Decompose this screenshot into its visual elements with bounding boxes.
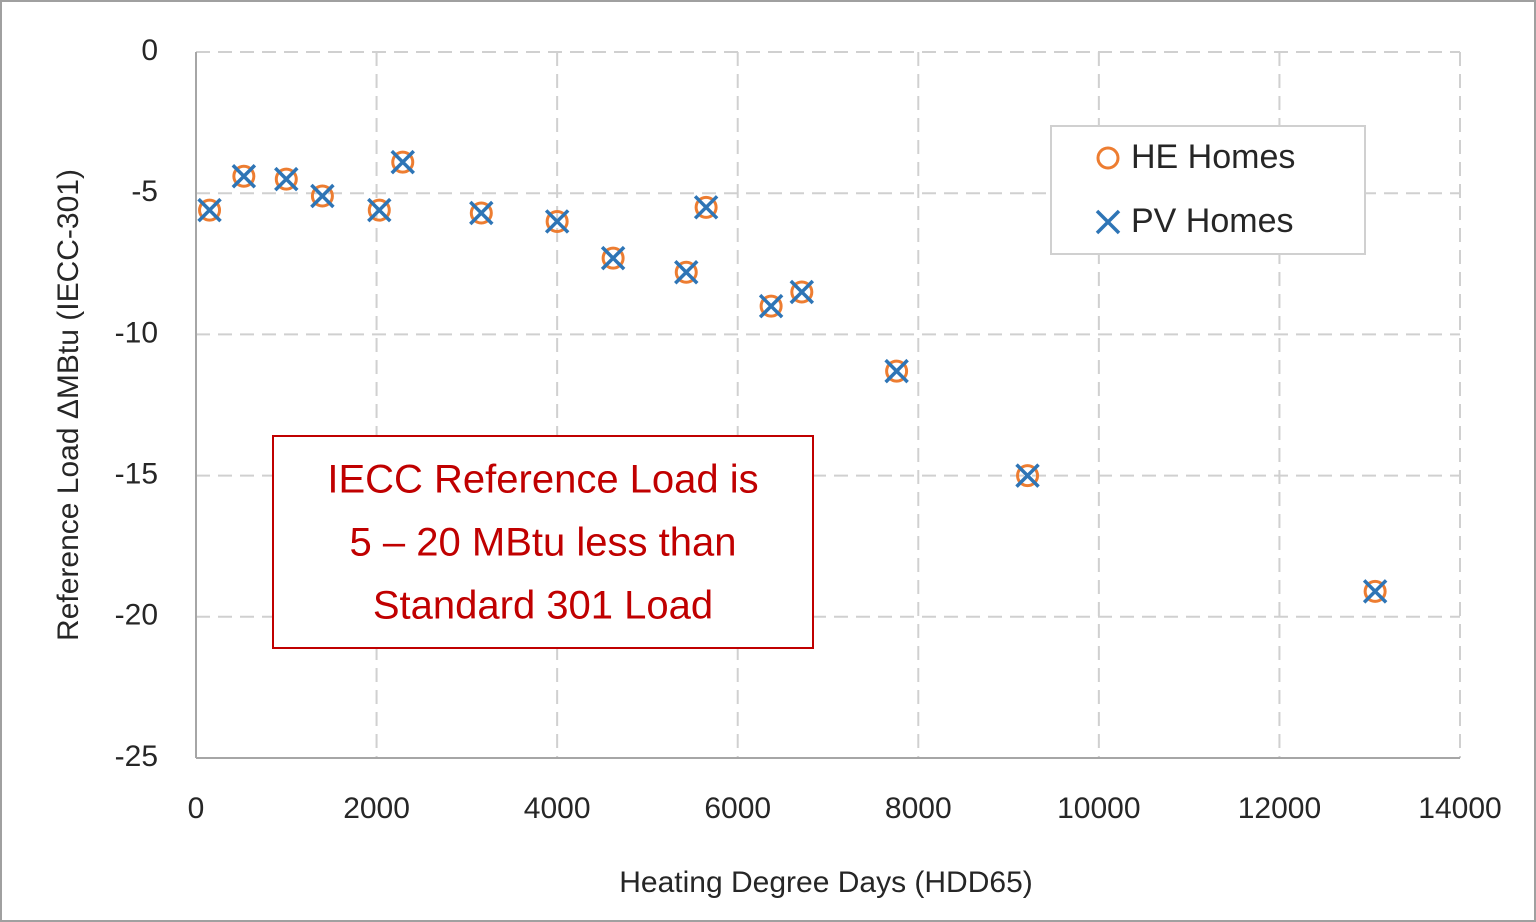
- marker-circle: [469, 201, 493, 225]
- marker-x: [231, 164, 257, 189]
- x-tick-label: 8000: [885, 792, 952, 825]
- annotation-text: IECC Reference Load is: [327, 458, 758, 502]
- marker-x: [310, 183, 335, 209]
- annotation-text: 5 – 20 MBtu less than: [350, 521, 737, 565]
- marker-x: [884, 358, 909, 384]
- marker-circle: [759, 294, 783, 318]
- marker-x: [1095, 209, 1121, 235]
- marker-x: [693, 195, 719, 220]
- marker-x: [758, 293, 784, 319]
- y-axis-title: Reference Load ΔMBtu (IECC-301): [52, 169, 85, 641]
- marker-circle: [274, 167, 298, 191]
- x-tick-label: 0: [188, 792, 205, 825]
- x-axis-title: Heating Degree Days (HDD65): [619, 866, 1033, 899]
- marker-x: [367, 197, 392, 223]
- x-tick-label: 2000: [343, 792, 410, 825]
- y-tick-label: 0: [141, 34, 158, 67]
- y-tick-label: -20: [115, 599, 158, 632]
- y-tick-label: -25: [115, 740, 158, 773]
- x-tick-label: 10000: [1057, 792, 1140, 825]
- marker-x: [674, 260, 699, 285]
- y-tick-label: -15: [115, 458, 158, 491]
- marker-circle: [885, 359, 909, 383]
- marker-x: [789, 279, 815, 305]
- marker-circle: [790, 280, 814, 304]
- x-tick-label: 4000: [524, 792, 591, 825]
- marker-circle: [232, 164, 256, 188]
- marker-x: [390, 149, 415, 175]
- marker-circle: [694, 195, 718, 219]
- x-tick-label: 6000: [704, 792, 771, 825]
- marker-circle: [1096, 146, 1120, 170]
- marker-x: [1015, 463, 1040, 488]
- marker-circle: [198, 198, 222, 222]
- marker-x: [1362, 579, 1388, 604]
- marker-circle: [1016, 464, 1040, 488]
- x-tick-label: 14000: [1418, 792, 1501, 825]
- y-tick-label: -5: [131, 175, 158, 208]
- x-tick-label: 12000: [1238, 792, 1321, 825]
- legend-box: [1050, 125, 1366, 255]
- marker-x: [600, 245, 626, 271]
- marker-circle: [391, 150, 415, 174]
- marker-x: [197, 197, 222, 223]
- annotation-text: Standard 301 Load: [373, 584, 713, 628]
- marker-x: [274, 166, 299, 192]
- legend-label: PV Homes: [1131, 202, 1294, 240]
- marker-x: [469, 200, 494, 226]
- marker-circle: [367, 198, 391, 222]
- annotation-box: [272, 435, 814, 649]
- marker-circle: [601, 246, 625, 270]
- marker-circle: [310, 184, 334, 208]
- marker-x: [544, 209, 570, 234]
- legend-label: HE Homes: [1131, 138, 1295, 176]
- marker-circle: [674, 260, 698, 284]
- y-tick-label: -10: [115, 316, 158, 349]
- marker-circle: [545, 209, 569, 233]
- marker-circle: [1363, 579, 1387, 603]
